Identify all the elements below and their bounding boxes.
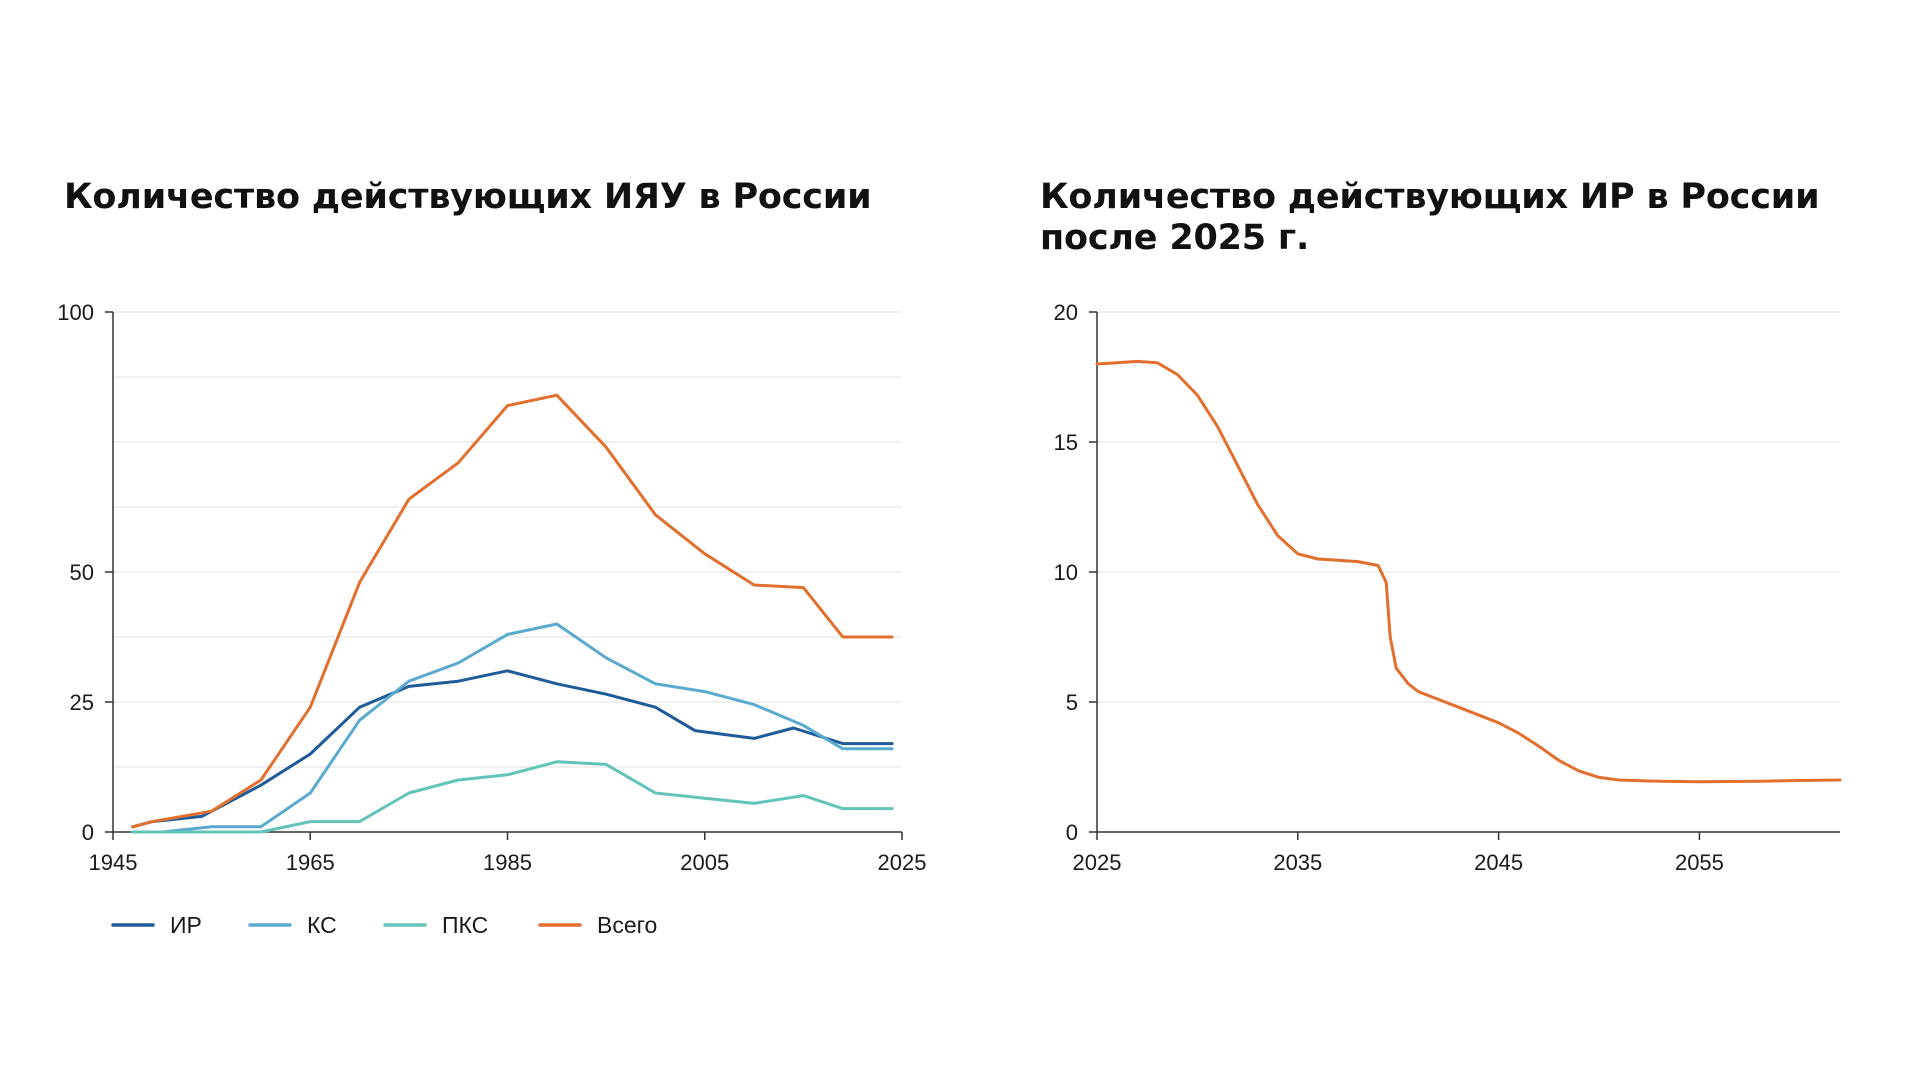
right-series-line-1 (1095, 359, 1842, 784)
chart-title-left: Количество действующих ИЯУ в России (64, 177, 872, 217)
right-x-tick-label: 2035 (1273, 850, 1322, 875)
legend-label: ИР (170, 912, 202, 938)
legend-label: Всего (597, 912, 657, 938)
right-y-tick-label: 15 (1054, 430, 1078, 455)
chart-left: 0 25 50 100 1945 1965 1985 2005 2025 ИР КС ПКС Всег… (57, 300, 926, 938)
left-series-line-2 (131, 622, 894, 834)
right-series (1095, 359, 1842, 784)
chart-title-right: Количество действующих ИР в России после… (1040, 177, 1820, 258)
right-y-tick-label: 0 (1066, 820, 1078, 845)
legend-label: ПКС (442, 912, 488, 938)
left-series-line-3 (131, 760, 894, 834)
left-x-tick-label: 2025 (878, 850, 927, 875)
left-series (131, 393, 894, 834)
right-y-tick-label: 20 (1054, 300, 1078, 325)
right-y-tick-label: 5 (1066, 690, 1078, 715)
right-x-tick-label: 2055 (1675, 850, 1724, 875)
left-axes: 0 25 50 100 1945 1965 1985 2005 2025 (57, 300, 926, 875)
left-x-tick-label: 1985 (483, 850, 532, 875)
left-y-tick-label: 25 (70, 690, 94, 715)
right-axes: 0 5 10 15 20 2025 2035 2045 2055 (1054, 300, 1840, 875)
left-x-tick-label: 1965 (286, 850, 335, 875)
left-x-tick-label: 2005 (680, 850, 729, 875)
right-x-tick-label: 2025 (1073, 850, 1122, 875)
right-y-tick-label: 10 (1054, 560, 1078, 585)
right-gridlines (1097, 311, 1840, 703)
left-gridlines (113, 311, 902, 768)
chart-right: 0 5 10 15 20 2025 2035 2045 2055 (1054, 300, 1842, 875)
legend-label: КС (307, 912, 337, 938)
left-y-tick-label: 50 (70, 560, 94, 585)
left-series-line-4 (131, 393, 894, 829)
left-legend: ИР КС ПКС Всего (111, 912, 657, 938)
left-x-tick-label: 1945 (89, 850, 138, 875)
left-series-line-1 (131, 669, 894, 829)
left-y-tick-label: 100 (57, 300, 94, 325)
right-x-tick-label: 2045 (1474, 850, 1523, 875)
left-y-tick-label: 0 (82, 820, 94, 845)
